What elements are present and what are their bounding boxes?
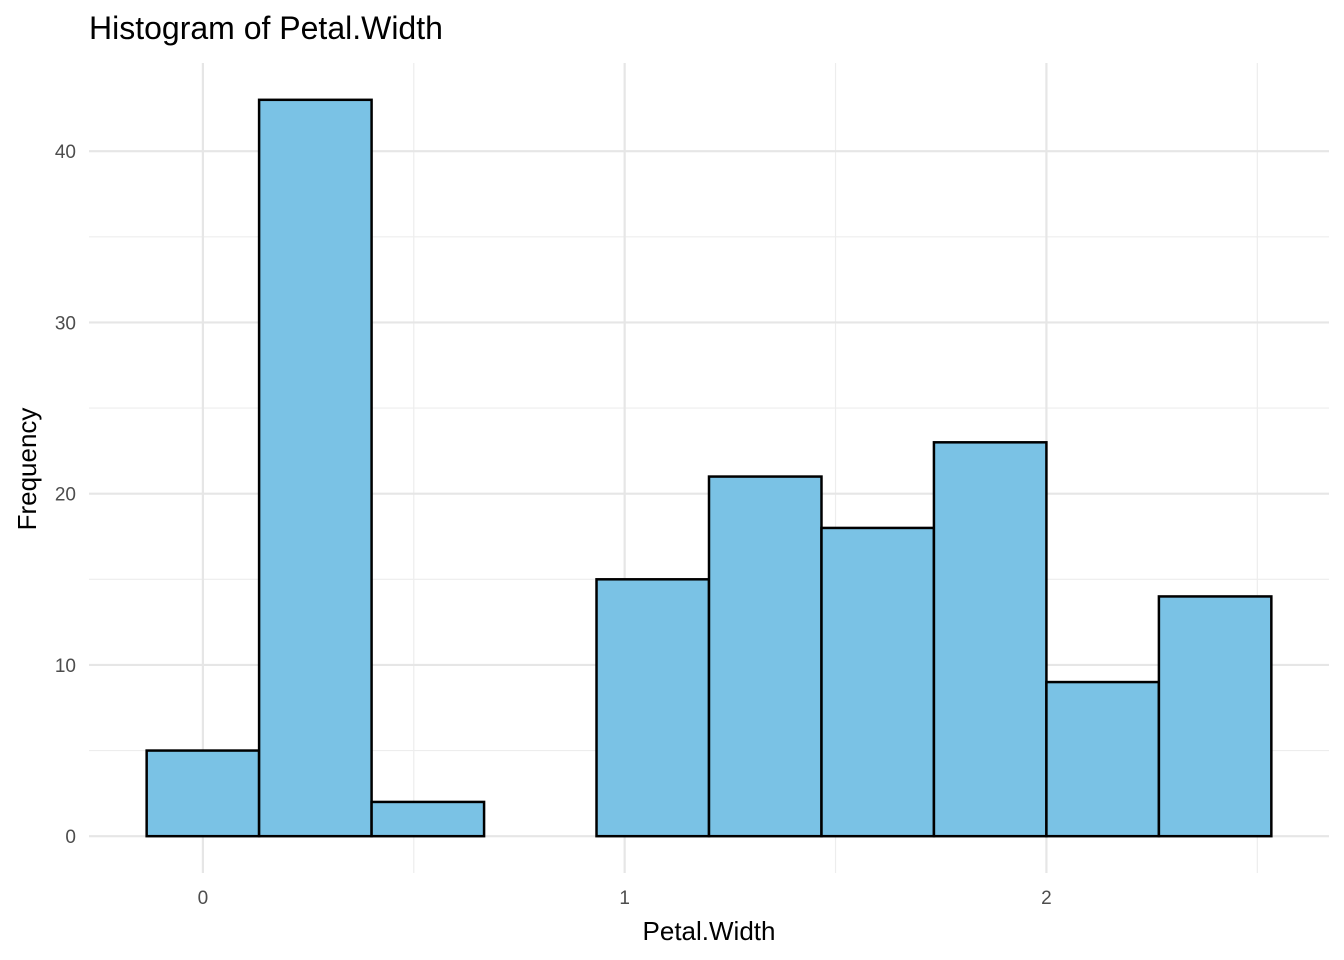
y-tick-label: 30 (55, 313, 76, 334)
y-axis-ticks: 0 10 20 30 40 (55, 142, 76, 848)
histogram-bar (932, 441, 1048, 838)
histogram-bar (820, 526, 936, 838)
histogram-bar (1045, 680, 1161, 838)
y-tick-label: 20 (55, 485, 76, 506)
histogram-bar (707, 475, 823, 838)
y-tick-label: 40 (55, 142, 76, 163)
histogram-bars (145, 98, 1273, 838)
x-axis-label: Petal.Width (643, 916, 776, 946)
y-axis-label: Frequency (12, 408, 42, 531)
x-tick-label: 0 (198, 888, 209, 909)
x-tick-label: 1 (619, 888, 630, 909)
histogram-bar (595, 578, 711, 838)
y-tick-label: 10 (55, 656, 76, 677)
chart-title: Histogram of Petal.Width (89, 10, 443, 46)
histogram-bar (1157, 595, 1273, 838)
histogram-bar (145, 749, 261, 838)
x-tick-label: 2 (1041, 888, 1052, 909)
histogram-bar (257, 98, 373, 838)
histogram-bar (370, 800, 486, 838)
x-axis-ticks: 0 1 2 (198, 888, 1052, 909)
y-tick-label: 0 (65, 827, 76, 848)
